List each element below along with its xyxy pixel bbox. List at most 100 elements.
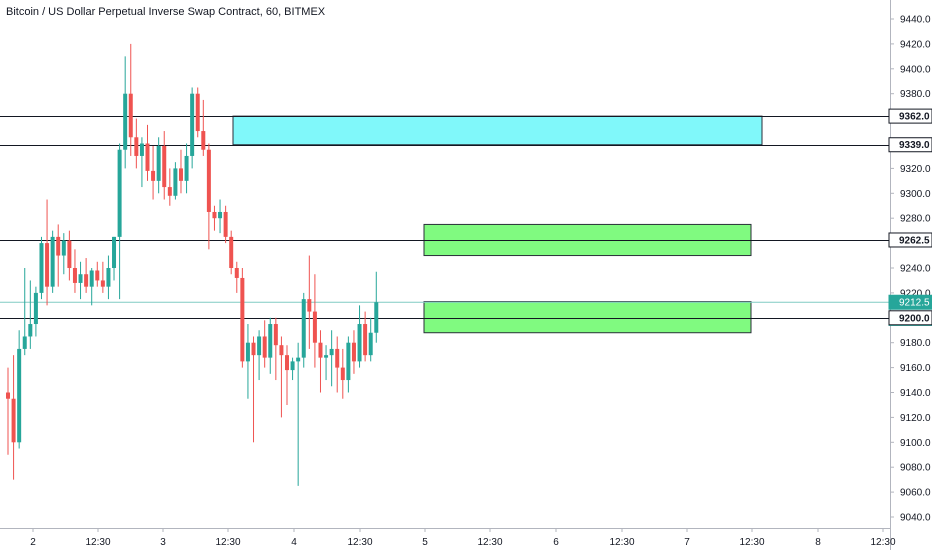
cyan-zone	[232, 115, 763, 146]
candle-body	[89, 270, 94, 287]
x-tick-label: 4	[291, 537, 297, 548]
price-axis-label-box	[888, 232, 932, 248]
candle-body	[6, 392, 10, 399]
candle-body	[201, 131, 206, 150]
candle-body	[45, 243, 50, 287]
candle-body	[357, 324, 362, 362]
candle-body	[223, 211, 228, 237]
price-axis-label-box	[888, 137, 932, 153]
candle-body	[39, 243, 44, 293]
candle-body	[117, 149, 122, 237]
candle-body	[312, 311, 317, 343]
x-tick-label: 5	[422, 537, 428, 548]
candle-body	[301, 299, 306, 358]
candle-body	[218, 211, 223, 219]
x-tick-label: 7	[684, 537, 690, 548]
chart-title: Bitcoin / US Dollar Perpetual Inverse Sw…	[6, 6, 326, 18]
candle-body	[100, 280, 105, 287]
price-axis-label: 9200.0	[899, 313, 930, 324]
candle-body	[290, 361, 295, 371]
y-tick-label: 9160.0	[900, 363, 931, 374]
candle-body	[262, 336, 267, 358]
candle-body	[363, 324, 368, 356]
green-zone	[423, 223, 752, 257]
candle-body	[190, 93, 195, 156]
candle-body	[151, 170, 156, 181]
candle-body	[268, 324, 273, 358]
candle-body	[84, 274, 89, 287]
candle-body	[22, 336, 27, 349]
x-tick-label: 2	[30, 537, 36, 548]
candle-body	[240, 277, 245, 362]
candle-body	[318, 342, 323, 358]
y-tick-label: 9040.0	[900, 513, 931, 524]
y-tick-label: 9140.0	[900, 388, 931, 399]
candle-body	[11, 398, 16, 443]
candle-body	[335, 348, 340, 368]
candle-body	[195, 93, 200, 132]
x-tick-label: 12:30	[739, 537, 764, 548]
candle-body	[251, 342, 256, 356]
candle-body	[50, 236, 55, 287]
candle-body	[257, 336, 262, 356]
candle-body	[285, 355, 289, 371]
candle-body	[212, 211, 217, 219]
candle-body	[72, 268, 77, 283]
x-tick-label: 12:30	[85, 537, 110, 548]
x-tick-label: 12:30	[477, 537, 502, 548]
candle-body	[33, 292, 38, 325]
price-axis-label-box	[888, 108, 932, 124]
candle-body	[145, 143, 150, 171]
candle-body	[56, 236, 61, 256]
x-tick-label: 6	[553, 537, 559, 548]
y-tick-label: 9100.0	[900, 438, 931, 449]
candle-body	[340, 367, 345, 381]
price-axis-label: 9212.5	[899, 298, 930, 309]
x-tick-label: 12:30	[609, 537, 634, 548]
candle-body	[173, 168, 178, 196]
candle-body	[139, 143, 144, 156]
y-tick-label: 9240.0	[900, 264, 931, 275]
candle-body	[156, 145, 161, 181]
candle-body	[273, 324, 278, 346]
candle-body	[346, 342, 351, 381]
candle-body	[167, 187, 172, 196]
x-tick-label: 8	[815, 537, 821, 548]
y-tick-label: 9080.0	[900, 463, 931, 474]
x-tick-label: 12:30	[215, 537, 240, 548]
price-axis-label: 9362.0	[899, 112, 930, 123]
y-tick-label: 9320.0	[900, 164, 931, 175]
x-tick-label: 12:30	[870, 537, 895, 548]
candle-body	[28, 324, 33, 337]
x-tick-label: 12:30	[347, 537, 372, 548]
candle-body	[279, 345, 284, 356]
candle-body	[206, 149, 211, 212]
price-axis-label-box	[888, 294, 932, 310]
price-axis-label: 9339.0	[899, 140, 930, 151]
candle-body	[368, 332, 373, 356]
candle-body	[178, 168, 183, 181]
candle-body	[229, 236, 234, 268]
candle-body	[67, 240, 72, 268]
candle-body	[184, 155, 189, 181]
candle-body	[17, 348, 22, 443]
candle-body	[112, 236, 117, 268]
y-tick-label: 9440.0	[900, 15, 931, 26]
green-zone	[423, 301, 752, 334]
y-tick-label: 9280.0	[900, 214, 931, 225]
y-tick-label: 9180.0	[900, 338, 931, 349]
candle-body	[123, 93, 128, 150]
candle-body	[307, 299, 312, 312]
candle-body	[296, 357, 301, 362]
candle-body	[324, 355, 329, 358]
candle-body	[245, 342, 250, 362]
y-tick-label: 9300.0	[900, 189, 931, 200]
x-tick-label: 3	[160, 537, 166, 548]
candle-body	[61, 240, 66, 256]
y-tick-label: 9420.0	[900, 39, 931, 50]
price-axis-label-box	[888, 310, 932, 326]
candle-body	[234, 268, 239, 278]
y-tick-label: 9380.0	[900, 89, 931, 100]
candle-body	[106, 268, 111, 287]
